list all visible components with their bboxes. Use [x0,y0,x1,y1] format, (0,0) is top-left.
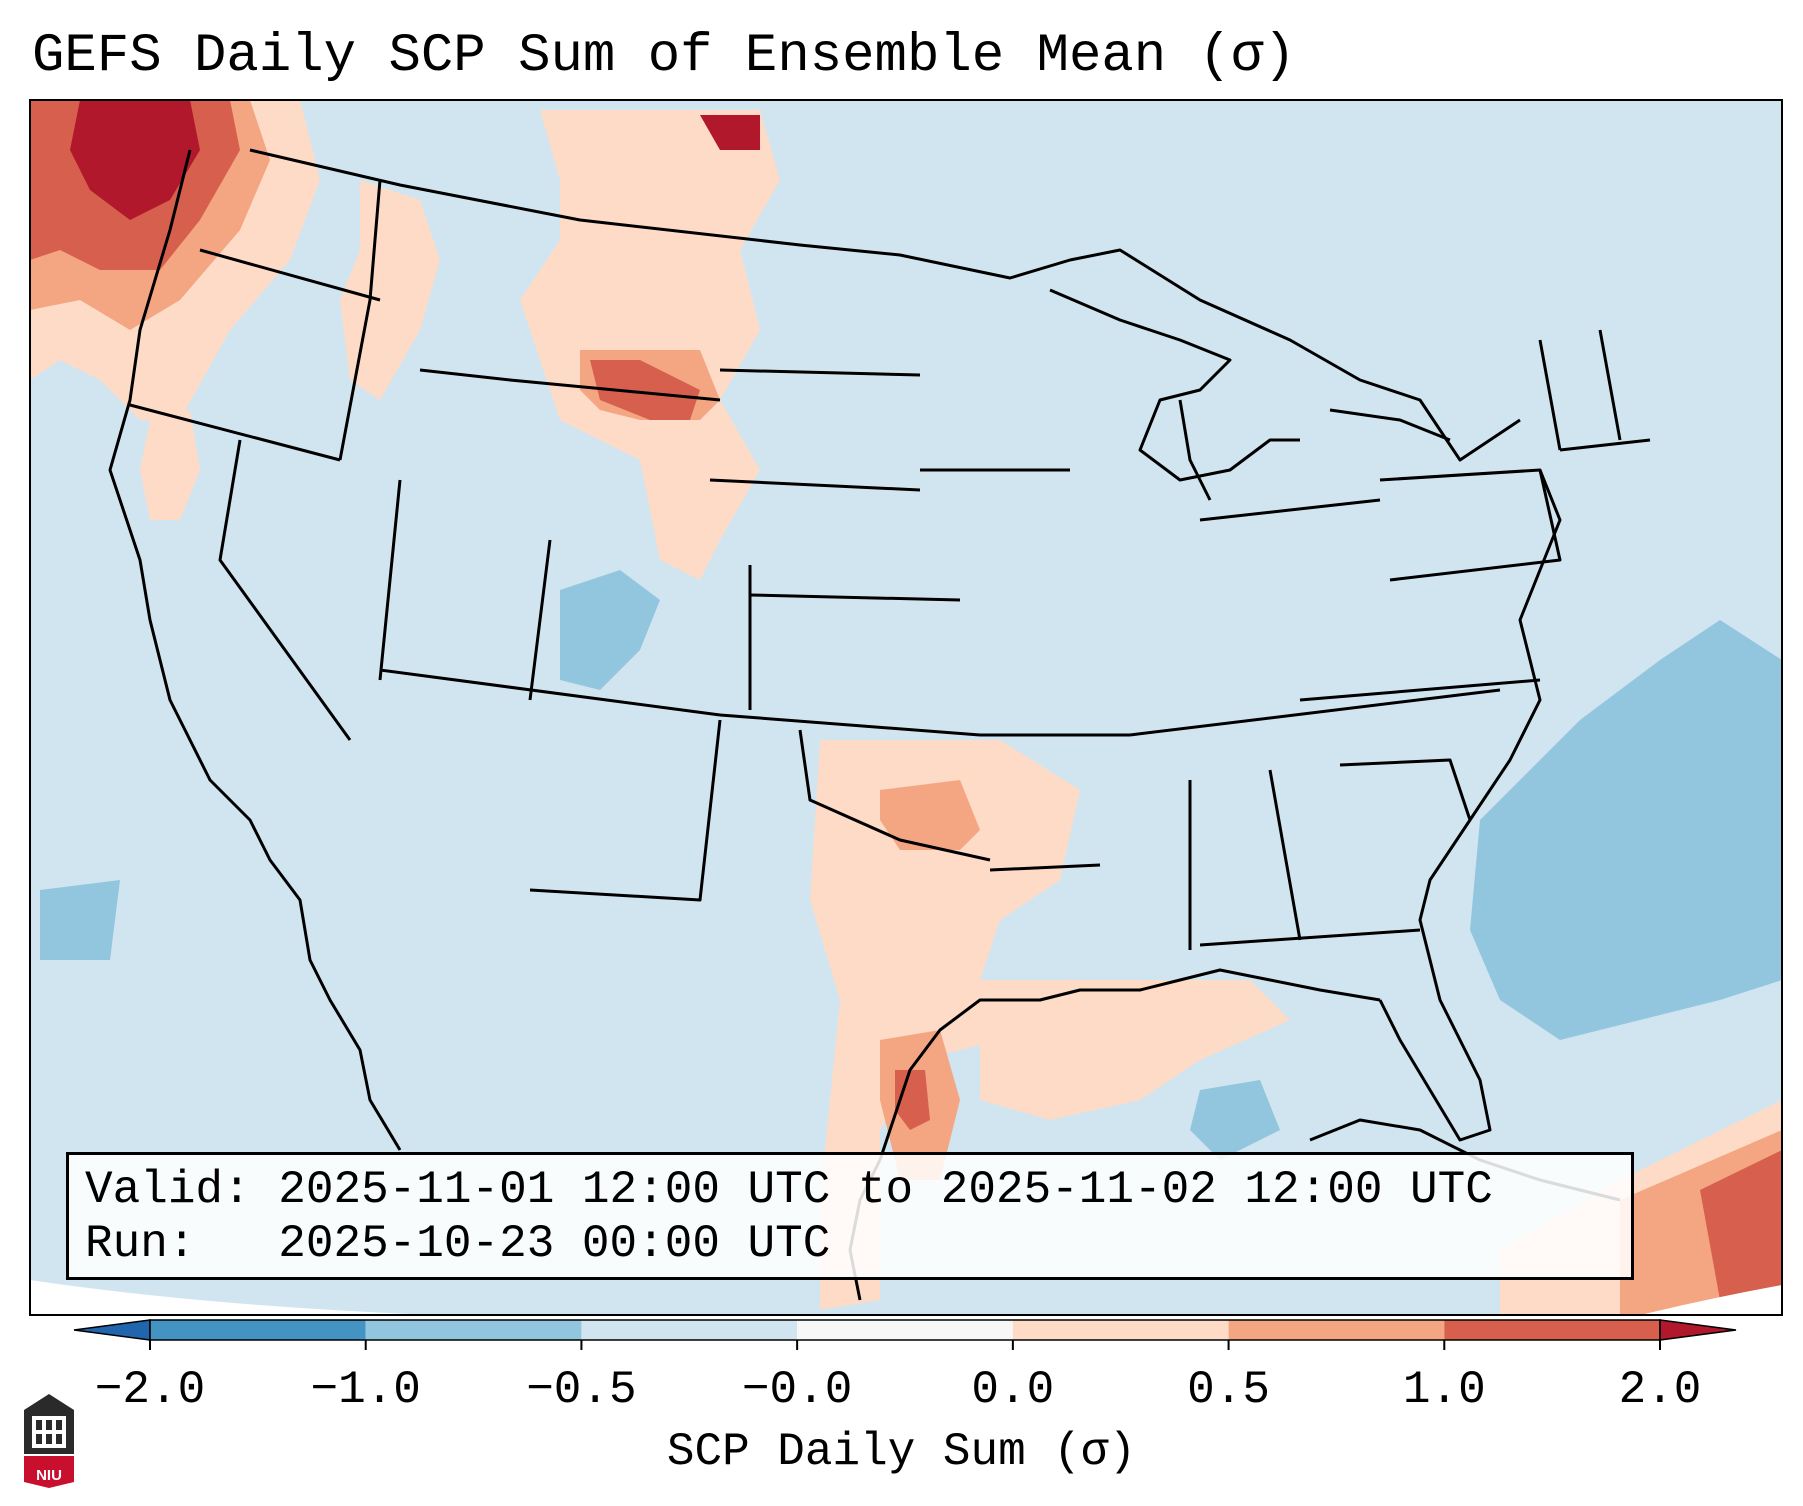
state-line-nm-tx [529,719,722,902]
niu-logo-icon [24,1394,74,1488]
us-canada-border [249,148,1521,462]
field-nw-max [70,100,200,220]
chart-title: GEFS Daily SCP Sum of Ensemble Mean (σ) [32,26,1296,87]
state-line-ks-ok [719,713,981,737]
great-lakes [1049,288,1451,501]
field-nd-max [700,115,760,150]
state-line-ca-nv [218,439,352,741]
anomaly-field [30,100,1782,1315]
field-mt-high [590,360,700,420]
state-line-va-nc [1299,678,1541,702]
colorbar-label: SCP Daily Sum (σ) [666,1426,1137,1478]
colorbar-tick-label: 0.5 [1187,1364,1270,1416]
west-coast [108,149,402,1151]
valid-value: 2025-11-01 12:00 UTC to 2025-11-02 12:00… [278,1164,1493,1216]
colorbar-tick-label: −0.0 [741,1364,853,1416]
field-id-light [340,180,440,400]
state-line-ohio [1199,498,1381,522]
state-line-wa-or [199,248,381,302]
run-value: 2025-10-23 00:00 UTC [278,1218,831,1270]
state-line-pa [1379,468,1562,582]
field-gulf-neg [1190,1080,1280,1160]
colorbar-bin [581,1320,798,1340]
colorbar-tick-label: −1.0 [310,1364,421,1416]
colorbar-tick-label: 0.0 [971,1364,1055,1416]
colorbar [73,1319,1737,1350]
colorbar-bin [150,1320,366,1340]
colorbar-tick-label: −0.5 [526,1364,637,1416]
colorbar-bin [797,1320,1013,1340]
state-line-id [338,179,382,461]
run-line: Run: 2025-10-23 00:00 UTC [85,1217,1615,1271]
colorbar-bin [365,1320,582,1340]
field-gulf-light [980,980,1290,1120]
colorbar-tick-label: 1.0 [1402,1364,1486,1416]
state-line-mt-wy [419,368,721,402]
state-line-nc-sc [1339,758,1472,821]
field-ok-mid [880,780,980,850]
niu-logo-text: NIU [36,1467,62,1484]
niu-logo: NIU [20,1392,78,1488]
state-line-co-nm [379,668,721,717]
valid-line: Valid: 2025-11-01 12:00 UTC to 2025-11-0… [85,1163,1615,1217]
field-co-neg [560,570,660,690]
proj-edge-right [1640,1285,1782,1315]
run-label: Run: [85,1218,196,1270]
field-carib-high [1700,1150,1782,1300]
east-coast [1378,469,1562,1142]
colorbar-bin [1444,1320,1660,1340]
state-line-al-ga [1268,769,1302,941]
validity-info-box: Valid: 2025-11-01 12:00 UTC to 2025-11-0… [66,1152,1634,1280]
valid-label: Valid: [85,1164,251,1216]
colorbar-bin [1012,1320,1229,1340]
state-line-ga-fl [1199,928,1421,947]
field-north-light [520,110,780,580]
colorbar-tick-label: −2.0 [94,1364,206,1416]
state-line-ne-states [1538,329,1651,452]
proj-edge-left [30,1280,434,1315]
state-line-ne-ks [749,593,961,602]
state-line-ut-co [528,539,552,701]
colorbar-tick-label: 2.0 [1618,1364,1702,1416]
state-line-or-ca [129,403,341,462]
state-line-tn [1129,688,1501,737]
state-line-ar-la [989,863,1101,872]
state-line-sd-ne [709,478,921,492]
colorbar-outline [149,1319,1661,1341]
colorbar-bin [1228,1320,1445,1340]
field-ca-coast [140,410,200,520]
map-frame [29,99,1783,1316]
state-line-ok-tx [798,729,991,862]
state-line-nv-ut [378,479,402,681]
field-pac-neg [40,880,120,960]
state-line-nd-sd [719,368,921,377]
field-atl-neg [1470,620,1782,1040]
colorbar-extend-high [1659,1319,1737,1341]
gulf-coast [878,968,1381,1161]
colorbar-extend-low [73,1319,151,1341]
